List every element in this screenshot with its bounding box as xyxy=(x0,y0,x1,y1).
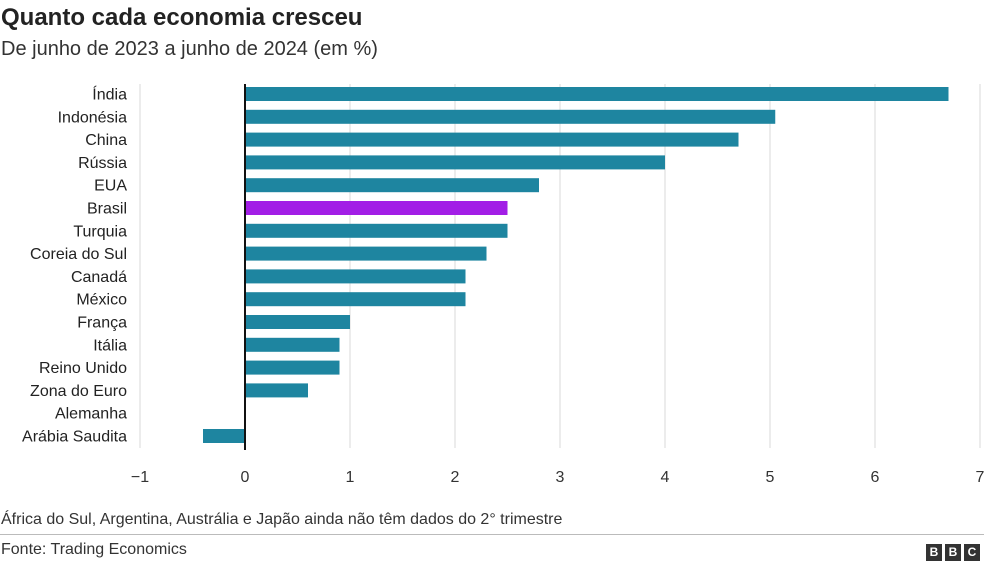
footnote: África do Sul, Argentina, Austrália e Ja… xyxy=(1,511,563,528)
x-tick-label: 6 xyxy=(871,469,880,486)
category-label: Indonésia xyxy=(58,109,127,126)
category-label: Canadá xyxy=(71,269,127,286)
bbc-logo-letter: C xyxy=(964,544,980,561)
bar xyxy=(245,315,350,329)
source-text: Fonte: Trading Economics xyxy=(1,541,187,558)
bar xyxy=(245,337,340,352)
x-tick-label: −1 xyxy=(131,469,149,486)
category-label: Rússia xyxy=(78,155,127,172)
category-label: Zona do Euro xyxy=(30,383,127,400)
bar xyxy=(203,429,245,443)
bar xyxy=(245,269,466,284)
category-label: China xyxy=(85,132,127,149)
x-tick-label: 7 xyxy=(976,469,984,486)
chart-title: Quanto cada economia cresceu xyxy=(1,4,363,31)
bar xyxy=(245,155,665,170)
category-label: França xyxy=(77,315,127,332)
category-label: Brasil xyxy=(87,201,127,218)
bar xyxy=(245,132,739,147)
x-tick-label: 3 xyxy=(556,469,565,486)
bar xyxy=(245,383,308,398)
category-label: Reino Unido xyxy=(39,360,127,377)
bar xyxy=(245,201,508,215)
bar xyxy=(245,109,776,124)
category-label: Turquia xyxy=(73,223,127,240)
bbc-logo-letter: B xyxy=(945,544,961,561)
x-tick-label: 2 xyxy=(451,469,460,486)
bbc-logo: B B C xyxy=(926,544,980,561)
category-label: Coreia do Sul xyxy=(30,246,127,263)
bar-chart: −1 0 1 2 3 4 5 6 7 Índia Indonésia China Rússia EUA Br… xyxy=(22,84,984,486)
footer-divider xyxy=(0,534,984,535)
bar xyxy=(245,223,508,238)
bar xyxy=(245,178,539,193)
category-label: Índia xyxy=(92,85,127,104)
bar xyxy=(245,87,949,101)
category-label: Arábia Saudita xyxy=(22,429,127,446)
category-label: México xyxy=(76,292,127,309)
x-tick-label: 0 xyxy=(241,469,250,486)
category-label: Itália xyxy=(93,337,127,354)
category-label: Alemanha xyxy=(55,406,127,423)
x-tick-label: 1 xyxy=(346,469,355,486)
chart-subtitle: De junho de 2023 a junho de 2024 (em %) xyxy=(1,38,378,60)
bar xyxy=(245,292,466,307)
x-tick-label: 5 xyxy=(766,469,775,486)
x-tick-label: 4 xyxy=(661,469,670,486)
category-label: EUA xyxy=(94,178,127,195)
bar xyxy=(245,360,340,375)
bar xyxy=(245,246,487,261)
bbc-logo-letter: B xyxy=(926,544,942,561)
